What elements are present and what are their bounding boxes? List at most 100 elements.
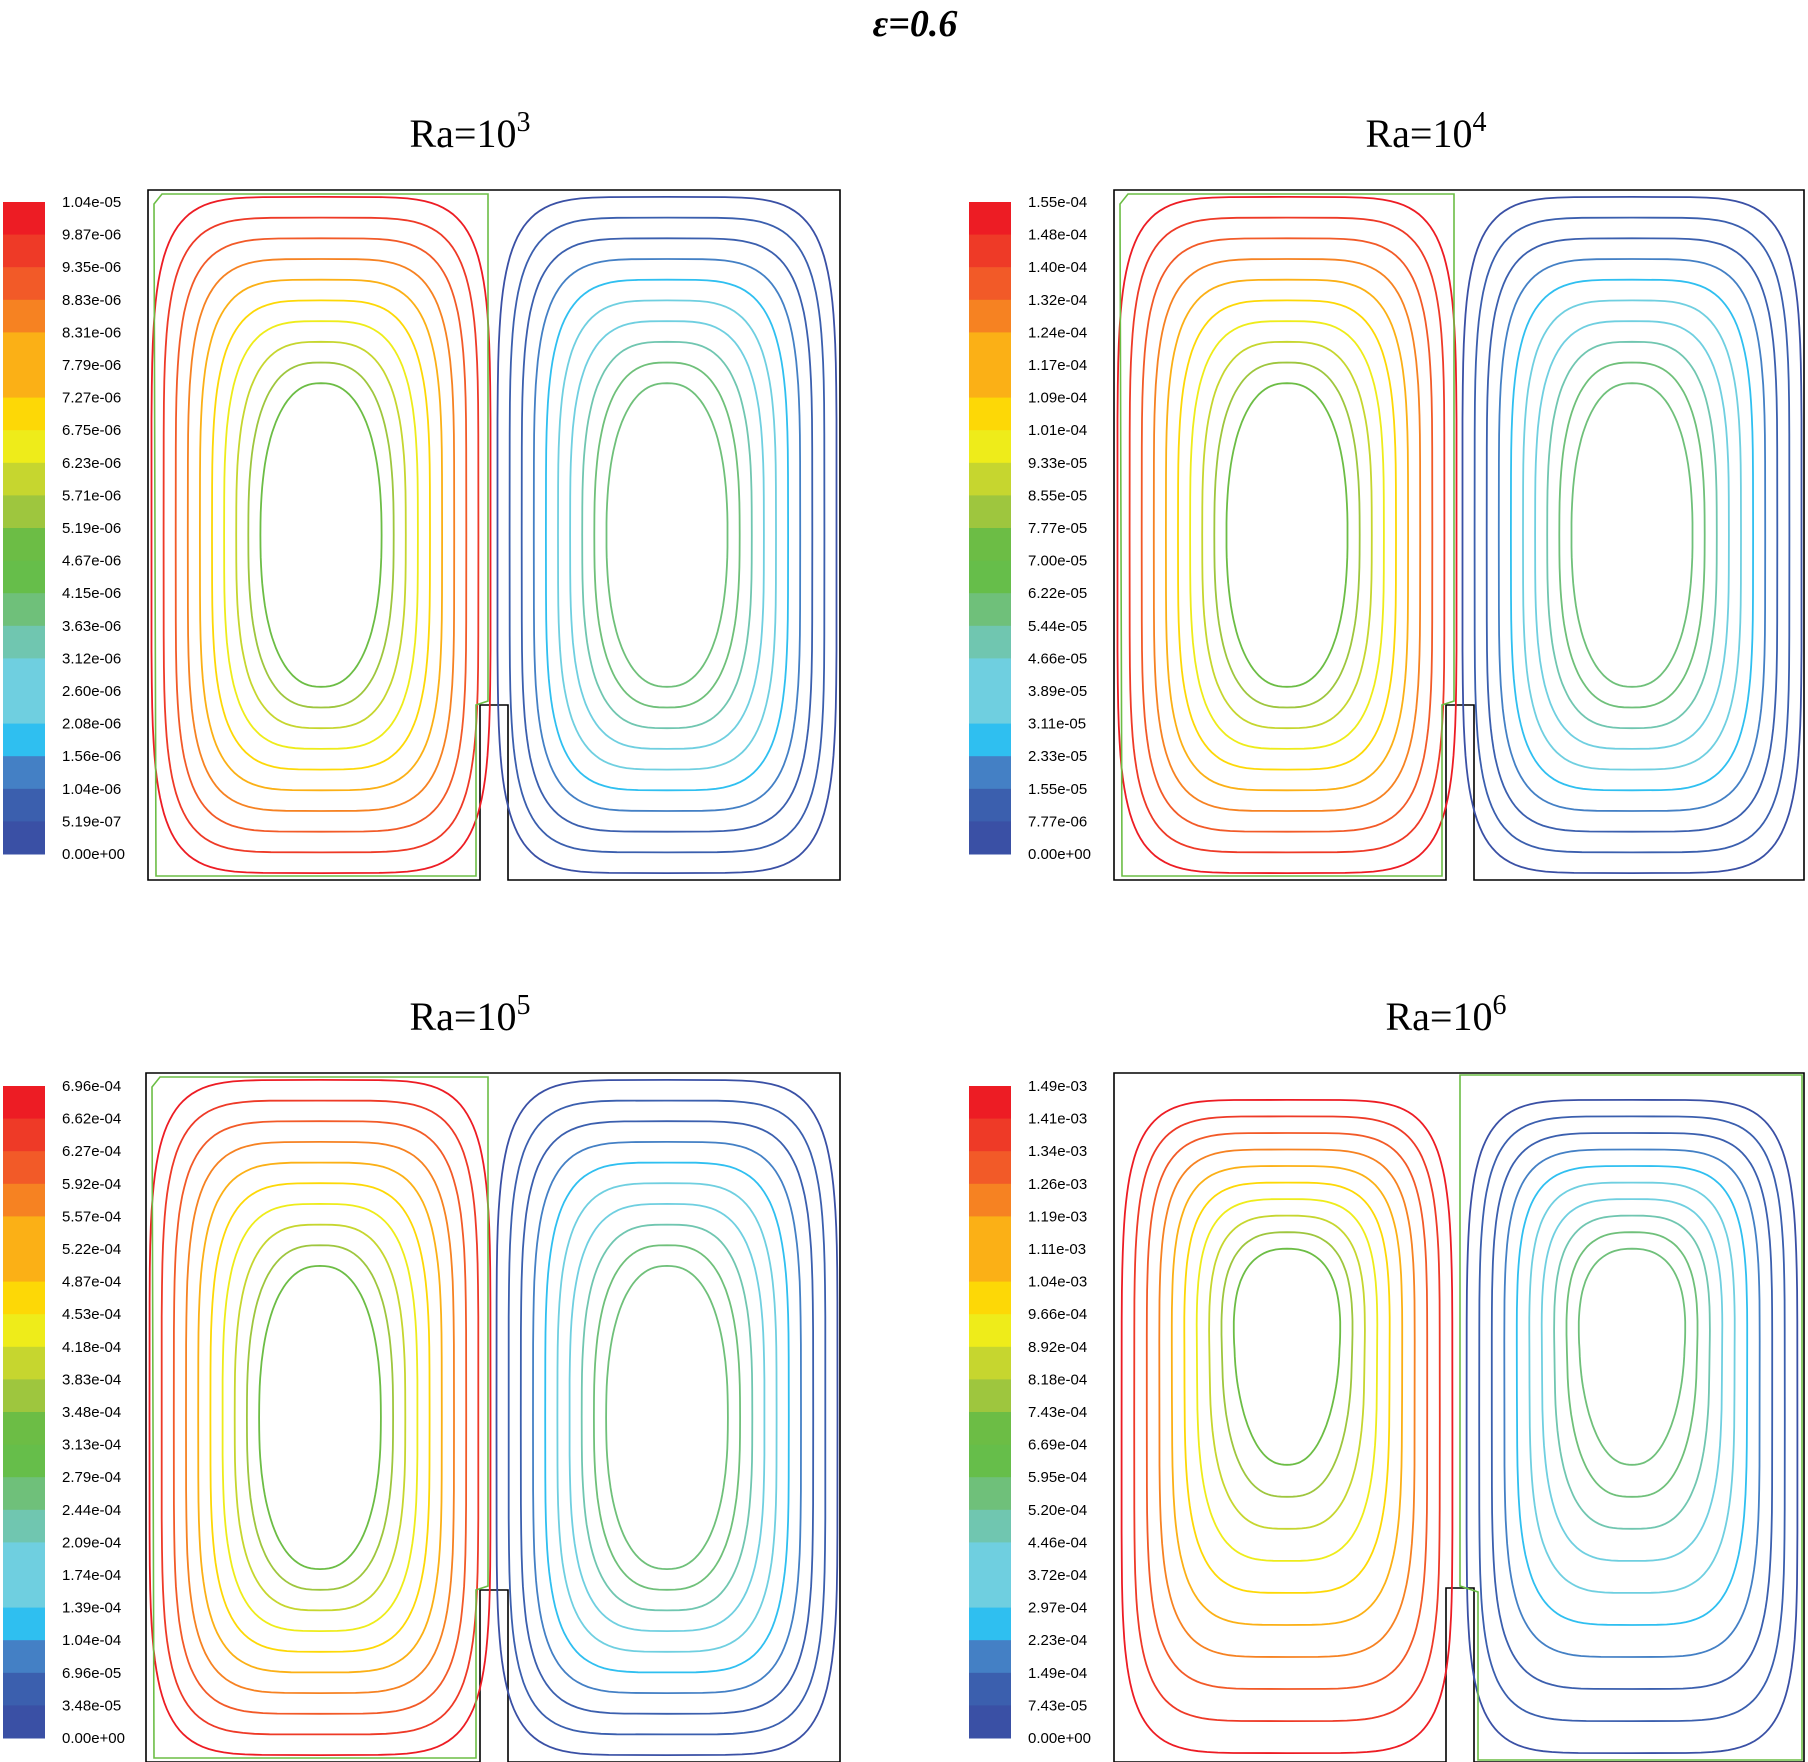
contour-line-left (174, 237, 468, 833)
colorbar-swatch (969, 756, 1011, 790)
colorbar-swatch (969, 1607, 1011, 1641)
contour-line-right (1485, 237, 1779, 833)
colorbar-swatch (969, 1672, 1011, 1706)
contour-line-right (1553, 1214, 1711, 1530)
colorbar-tick-label: 1.11e-03 (1028, 1241, 1086, 1258)
colorbar: 1.55e-04 1.48e-04 1.40e-04 1.32e-04 1.24e-04… (969, 194, 1091, 863)
colorbar-swatch (3, 462, 45, 496)
contour-line-left (1195, 1198, 1379, 1562)
colorbar-tick-label: 8.55e-05 (1028, 487, 1087, 504)
colorbar-tick-label: 1.24e-04 (1028, 324, 1087, 341)
colorbar-swatch (3, 495, 45, 529)
colorbar-swatch (3, 267, 45, 301)
colorbar-tick-label: 3.89e-05 (1028, 683, 1087, 700)
contour-line-right (1503, 1148, 1761, 1658)
colorbar-tick-label: 6.27e-04 (62, 1143, 121, 1160)
colorbar-swatch (969, 202, 1011, 236)
colorbar-swatch (969, 1575, 1011, 1609)
cavity-outline (145, 1072, 841, 1762)
colorbar-swatch (969, 821, 1011, 855)
colorbar-swatch (3, 1509, 45, 1543)
contour-line-right (508, 216, 826, 854)
contour-line-left (245, 1244, 395, 1591)
colorbar-swatch (3, 658, 45, 692)
contour-panel-4: Ra=1061.49e-031.41e-031.34e-031.26e-031.… (969, 990, 1805, 1762)
colorbar-swatch (969, 1412, 1011, 1446)
colorbar-tick-label: 1.55e-05 (1028, 781, 1087, 798)
colorbar-tick-label: 7.00e-05 (1028, 553, 1087, 570)
colorbar-swatch (969, 1216, 1011, 1250)
colorbar-tick-label: 8.18e-04 (1028, 1371, 1087, 1388)
colorbar-swatch (969, 1477, 1011, 1511)
colorbar-tick-label: 4.87e-04 (62, 1274, 121, 1291)
colorbar-swatch (969, 1086, 1011, 1120)
colorbar-tick-label: 2.09e-04 (62, 1534, 121, 1551)
colorbar-swatch (969, 430, 1011, 464)
contour-line-left (1220, 1231, 1354, 1498)
colorbar-tick-label: 2.33e-05 (1028, 748, 1087, 765)
contour-line-right (1546, 340, 1718, 730)
contour-line-left (1164, 278, 1410, 792)
contour-panel-1: Ra=103 1.04e-05 9.87e-06 9.35e-06 8.83e-06 8.… (3, 107, 841, 881)
colorbar-tick-label: 9.35e-06 (62, 259, 121, 276)
colorbar-tick-label: 3.63e-06 (62, 618, 121, 635)
colorbar-swatch (969, 1444, 1011, 1478)
colorbar-swatch (3, 234, 45, 268)
cavity-outline (147, 189, 841, 881)
panel-title-base: Ra=10 (1386, 994, 1493, 1039)
colorbar-tick-label: 7.43e-04 (1028, 1404, 1087, 1421)
contour-line-left (1133, 1115, 1441, 1723)
colorbar-swatch (969, 234, 1011, 268)
colorbar-tick-label: 7.27e-06 (62, 390, 121, 407)
colorbar-tick-label: 1.49e-03 (1028, 1078, 1087, 1095)
contour-line-right (1497, 258, 1767, 812)
contour-line-left (1140, 237, 1434, 833)
colorbar-swatch (3, 1183, 45, 1217)
colorbar-tick-label: 6.62e-04 (62, 1111, 121, 1128)
contour-line-left (1120, 1098, 1454, 1755)
contour-line-left (1225, 382, 1349, 688)
colorbar-tick-label: 7.77e-06 (1028, 813, 1087, 830)
colorbar-swatch (3, 1118, 45, 1152)
colorbar-swatch (969, 560, 1011, 594)
contour-line-right (1478, 1115, 1786, 1723)
colorbar-tick-label: 5.22e-04 (62, 1241, 121, 1258)
contour-line-left (211, 299, 431, 771)
colorbar: 6.96e-04 6.62e-04 6.27e-04 5.92e-04 5.57e-04… (3, 1078, 125, 1747)
contour-line-right (496, 195, 838, 875)
contour-line-left (172, 1120, 468, 1715)
colorbar-tick-label: 7.77e-05 (1028, 520, 1087, 537)
contour-line-left (209, 1182, 431, 1653)
contour-line-right (1515, 1165, 1749, 1626)
colorbar-tick-label: 5.57e-04 (62, 1208, 121, 1225)
contour-line-left (1158, 1148, 1416, 1658)
contour-line-right (544, 1161, 790, 1674)
colorbar-tick-label: 3.11e-05 (1028, 716, 1086, 733)
contour-line-left (160, 1099, 480, 1736)
colorbar-tick-label: 3.72e-04 (1028, 1567, 1087, 1584)
contour-line-left (1183, 1181, 1391, 1594)
contour-line-left (247, 361, 395, 709)
contour-line-right (593, 361, 741, 709)
contour-lines (1120, 1074, 1803, 1761)
colorbar-swatch (969, 1249, 1011, 1283)
panel-title-exponent: 3 (517, 107, 531, 138)
colorbar-swatch (969, 788, 1011, 822)
colorbar-swatch (3, 299, 45, 333)
colorbar-swatch (3, 1477, 45, 1511)
colorbar-tick-label: 1.09e-04 (1028, 390, 1087, 407)
colorbar-swatch (969, 462, 1011, 496)
colorbar-swatch (3, 1151, 45, 1185)
contour-line-right (605, 382, 729, 688)
contour-line-right (532, 1140, 802, 1695)
colorbar-tick-label: 1.34e-03 (1028, 1143, 1087, 1160)
contour-line-left (185, 1140, 455, 1695)
contour-line-right (1570, 382, 1694, 688)
colorbar-swatch (3, 365, 45, 399)
colorbar-tick-label: 7.79e-06 (62, 357, 121, 374)
colorbar-tick-label: 3.12e-06 (62, 650, 121, 667)
colorbar-tick-label: 1.74e-04 (62, 1567, 121, 1584)
colorbar-tick-label: 4.46e-04 (1028, 1534, 1087, 1551)
colorbar-swatch (3, 1705, 45, 1739)
